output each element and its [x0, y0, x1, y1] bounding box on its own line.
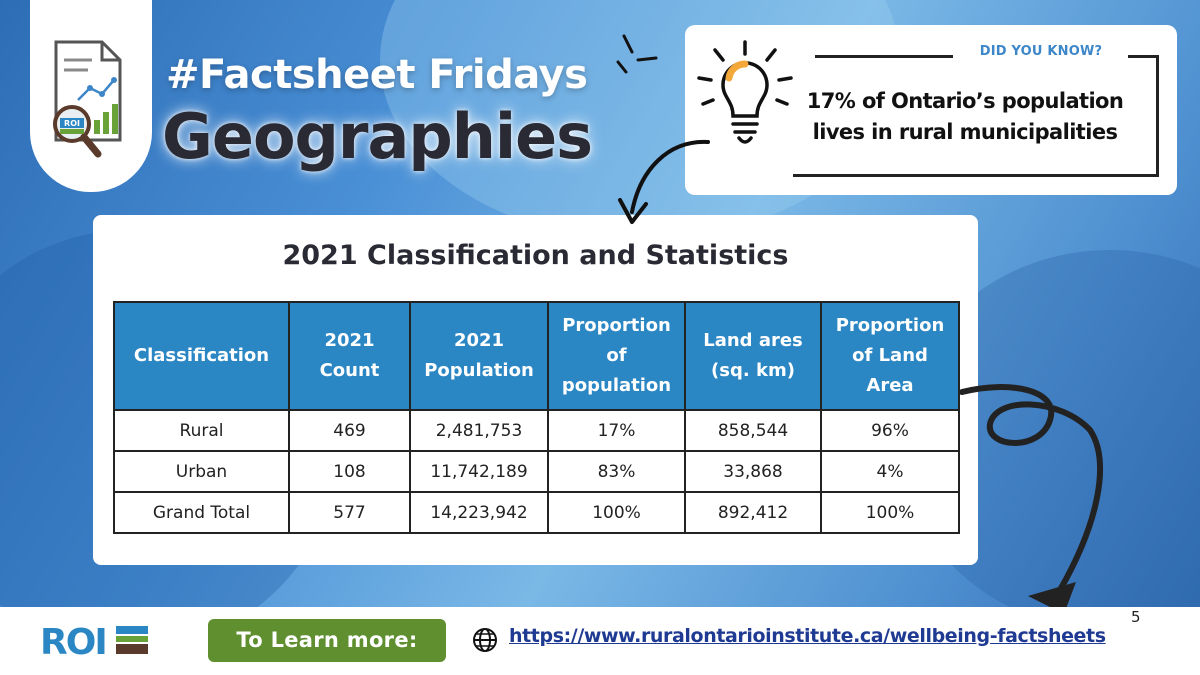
- table-cell: 14,223,942: [409, 491, 549, 534]
- divider: [1128, 55, 1159, 58]
- lightbulb-icon: [697, 40, 793, 144]
- topic-title: Geographies: [162, 100, 593, 173]
- column-header-count: 2021 Count: [288, 301, 411, 411]
- table-cell: Rural: [113, 409, 290, 452]
- table-cell: 892,412: [684, 491, 822, 534]
- table-cell: 17%: [547, 409, 686, 452]
- hashtag-title: #Factsheet Fridays: [166, 52, 588, 98]
- did-you-know-frame: [793, 55, 1159, 177]
- table-cell: 2,481,753: [409, 409, 549, 452]
- column-header-classification: Classification: [113, 301, 290, 411]
- table-cell: Urban: [113, 450, 290, 493]
- fact-line-1: 17% of Ontario’s population: [806, 89, 1124, 113]
- factsheets-url-link[interactable]: https://www.ruralontarioinstitute.ca/wel…: [509, 625, 1106, 647]
- table-cell: 100%: [820, 491, 960, 534]
- table-cell: 100%: [547, 491, 686, 534]
- roi-logo-text: ROI: [40, 622, 106, 660]
- spark-lines-icon: [616, 34, 658, 74]
- table-row: Rural 469 2,481,753 17% 858,544 96%: [113, 409, 960, 452]
- table-cell: 4%: [820, 450, 960, 493]
- table-cell: Grand Total: [113, 491, 290, 534]
- footer-bar: [0, 607, 1200, 675]
- column-header-proportion-land: Proportion of Land Area: [820, 301, 960, 411]
- column-header-population: 2021 Population: [409, 301, 549, 411]
- classification-statistics-table: Classification 2021 Count 2021 Population …: [113, 301, 960, 534]
- learn-more-label: To Learn more:: [208, 619, 446, 662]
- did-you-know-label: DID YOU KNOW?: [979, 44, 1103, 59]
- page-number: 5: [1131, 608, 1141, 626]
- table-row: Urban 108 11,742,189 83% 33,868 4%: [113, 450, 960, 493]
- column-header-land-area: Land ares (sq. km): [684, 301, 822, 411]
- table-cell: 858,544: [684, 409, 822, 452]
- globe-icon: [473, 628, 497, 652]
- factsheet-logo-tile: ROI: [30, 0, 152, 192]
- fact-line-2: lives in rural municipalities: [812, 120, 1118, 144]
- divider: [815, 55, 953, 58]
- table-header-row: Classification 2021 Count 2021 Population …: [113, 301, 960, 411]
- did-you-know-card: [685, 25, 1177, 195]
- roi-logo: ROI: [40, 622, 148, 660]
- table-cell: 469: [288, 409, 411, 452]
- table-cell: 83%: [547, 450, 686, 493]
- table-cell: 11,742,189: [409, 450, 549, 493]
- table-cell: 577: [288, 491, 411, 534]
- column-header-proportion-population: Proportion of population: [547, 301, 686, 411]
- logo-badge-text: ROI: [64, 119, 80, 128]
- factsheet-document-icon: ROI: [53, 40, 122, 158]
- table-cell: 33,868: [684, 450, 822, 493]
- table-cell: 108: [288, 450, 411, 493]
- table-cell: 96%: [820, 409, 960, 452]
- table-row: Grand Total 577 14,223,942 100% 892,412 …: [113, 491, 960, 534]
- did-you-know-fact: 17% of Ontario’s population lives in rur…: [785, 86, 1145, 148]
- table-title: 2021 Classification and Statistics: [282, 240, 789, 271]
